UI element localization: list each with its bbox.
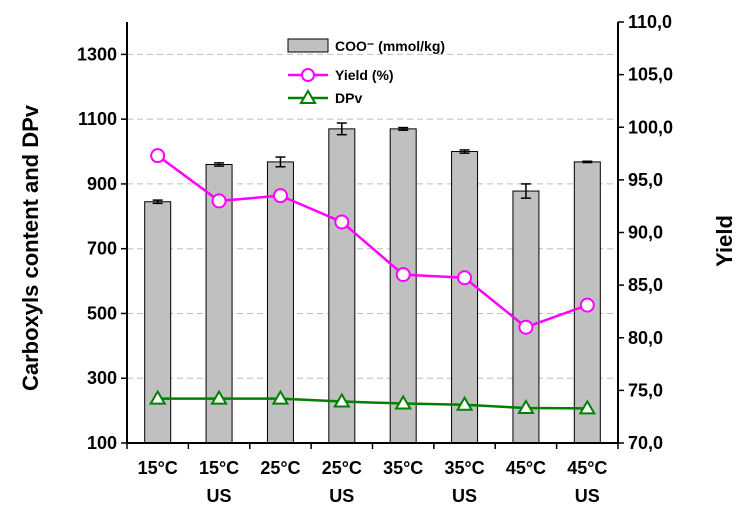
y2-tick-label: 105,0	[628, 65, 673, 85]
legend-swatch-bars	[287, 38, 329, 53]
y2-tick-label: 110,0	[628, 12, 672, 32]
y-tick-label: 900	[87, 174, 117, 194]
x-tick-label-line2: US	[575, 486, 600, 506]
x-tick-label: 15°C	[138, 458, 178, 478]
data-point-dpv	[333, 392, 351, 408]
bar	[389, 128, 417, 444]
x-tick-label-line2: US	[452, 486, 477, 506]
data-point-dpv	[148, 389, 167, 405]
y-tick-label: 700	[87, 239, 117, 259]
y-tick-label: 1300	[77, 44, 117, 64]
series-line-yield	[156, 154, 588, 329]
data-point-yield	[579, 297, 595, 313]
y-axis-title: Carboxyls content and DPv	[18, 104, 43, 391]
data-point-dpv	[455, 395, 474, 411]
y2-tick-label: 70,0	[628, 433, 663, 453]
legend-entry-dpv: DPv	[288, 89, 362, 106]
data-point-dpv	[517, 399, 535, 415]
x-tick-label-line2: US	[207, 486, 232, 506]
data-point-yield	[395, 267, 411, 283]
bar	[451, 151, 479, 444]
y-tick-label: 500	[87, 303, 117, 323]
legend-label-yield: Yield (%)	[335, 67, 394, 83]
series-line-dpv	[157, 397, 588, 410]
data-point-yield	[457, 270, 473, 286]
bar-series	[144, 122, 601, 444]
data-point-yield	[211, 193, 227, 209]
x-tick-label-line2: US	[329, 486, 354, 506]
y2-axis-title: Yield	[712, 215, 737, 267]
x-tick-label: 15°C	[199, 458, 239, 478]
y-tick-label: 100	[87, 433, 117, 453]
legend: COO⁻ (mmol/kg) Yield (%) DPv	[287, 38, 445, 106]
axes	[121, 21, 624, 449]
y2-tick-label: 85,0	[628, 275, 663, 295]
data-point-yield	[150, 148, 166, 164]
legend-marker-yield	[301, 68, 315, 82]
x-tick-label: 35°C	[383, 458, 423, 478]
line-series	[148, 148, 597, 415]
data-point-yield	[518, 319, 534, 335]
x-tick-label: 25°C	[260, 458, 300, 478]
bar	[328, 128, 356, 444]
data-point-yield	[272, 188, 288, 204]
data-point-dpv	[394, 394, 412, 410]
legend-marker-dpv	[299, 89, 317, 104]
x-tick-label: 25°C	[322, 458, 362, 478]
x-tick-label: 35°C	[444, 458, 484, 478]
y2-tick-label: 80,0	[628, 328, 663, 348]
y-tick-label: 300	[87, 368, 117, 388]
x-tick-label: 45°C	[506, 458, 546, 478]
x-tick-label: 45°C	[567, 458, 607, 478]
data-point-yield	[334, 214, 350, 230]
y2-tick-label: 100,0	[628, 117, 673, 137]
data-point-dpv	[578, 399, 597, 415]
legend-label-bars: COO⁻ (mmol/kg)	[335, 38, 445, 54]
legend-entry-yield: Yield (%)	[288, 67, 394, 83]
y2-tick-label: 75,0	[628, 380, 663, 400]
legend-entry-bars: COO⁻ (mmol/kg)	[287, 38, 445, 54]
data-point-dpv	[210, 389, 228, 405]
data-point-dpv	[271, 389, 290, 405]
y2-tick-label: 95,0	[628, 170, 663, 190]
y-tick-label: 1100	[78, 109, 117, 129]
gridlines	[127, 53, 618, 379]
bar	[144, 201, 172, 444]
tick-labels: 100 300 500 700 900 1100 1300 70,0 75,0 80,0 85,0 9…	[77, 12, 673, 506]
legend-label-dpv: DPv	[335, 90, 362, 106]
y2-tick-label: 90,0	[628, 223, 663, 243]
